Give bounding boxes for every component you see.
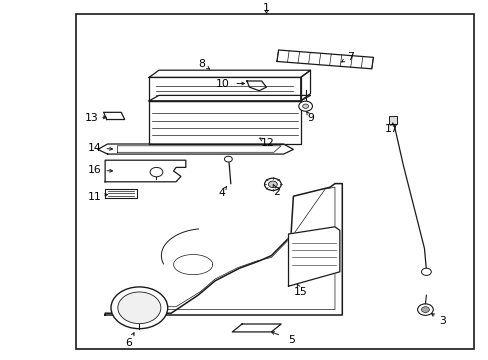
Text: 8: 8 (198, 59, 205, 69)
Circle shape (417, 304, 432, 315)
Circle shape (298, 101, 312, 111)
Text: 17: 17 (384, 123, 397, 134)
Text: 13: 13 (85, 113, 99, 123)
Polygon shape (105, 160, 185, 182)
Text: 15: 15 (293, 287, 307, 297)
Polygon shape (149, 77, 300, 101)
Text: 1: 1 (263, 3, 269, 13)
Polygon shape (149, 95, 310, 101)
Circle shape (150, 167, 163, 177)
Text: 11: 11 (87, 192, 101, 202)
Text: 10: 10 (215, 78, 229, 89)
Polygon shape (149, 70, 310, 77)
Circle shape (111, 287, 167, 329)
Polygon shape (105, 184, 342, 315)
Circle shape (421, 307, 428, 312)
Polygon shape (232, 324, 281, 332)
Text: 16: 16 (87, 165, 101, 175)
Text: 12: 12 (260, 138, 274, 148)
Circle shape (421, 268, 430, 275)
Polygon shape (288, 227, 339, 286)
Text: 4: 4 (218, 188, 224, 198)
Polygon shape (300, 70, 310, 101)
Polygon shape (246, 81, 266, 91)
Text: 14: 14 (87, 143, 101, 153)
Polygon shape (98, 144, 293, 154)
Text: 5: 5 (288, 335, 295, 345)
Bar (76, 14, 473, 349)
Text: 3: 3 (438, 316, 445, 326)
Circle shape (224, 156, 232, 162)
Circle shape (268, 181, 277, 188)
Text: 6: 6 (125, 338, 132, 348)
Polygon shape (103, 112, 124, 120)
Circle shape (118, 292, 161, 324)
Bar (388, 116, 396, 124)
Text: 7: 7 (346, 51, 353, 62)
Polygon shape (105, 189, 137, 198)
Polygon shape (276, 50, 373, 69)
Text: 2: 2 (272, 186, 279, 197)
Text: 9: 9 (307, 113, 314, 123)
Circle shape (264, 178, 281, 190)
Polygon shape (149, 101, 300, 144)
Circle shape (302, 104, 308, 108)
